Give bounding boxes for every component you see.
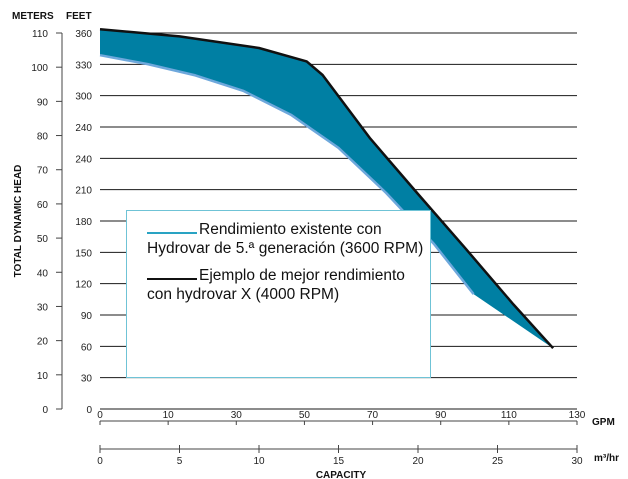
meters-axis-title: METERS bbox=[12, 11, 54, 22]
meters-tick-label: 60 bbox=[37, 200, 49, 211]
meters-tick-label: 40 bbox=[37, 268, 49, 279]
axes: 3603303002402402101801501209060300110100… bbox=[12, 11, 619, 479]
feet-tick-label: 120 bbox=[75, 280, 92, 291]
legend-label-existing: Rendimiento existente con Hydrovar de 5.… bbox=[147, 221, 424, 257]
meters-tick-label: 20 bbox=[37, 337, 49, 348]
feet-tick-label: 330 bbox=[75, 60, 92, 71]
m3hr-axis-unit: m³/hr bbox=[594, 453, 619, 464]
meters-tick-label: 90 bbox=[37, 97, 49, 108]
feet-tick-label: 360 bbox=[75, 29, 92, 40]
feet-axis-title: FEET bbox=[66, 11, 92, 22]
meters-tick-label: 50 bbox=[37, 234, 49, 245]
area-fill-layer bbox=[100, 29, 554, 349]
legend-label-improved: Ejemplo de mejor rendimiento con hydrova… bbox=[147, 267, 405, 303]
feet-tick-label: 30 bbox=[81, 374, 93, 385]
meters-tick-label: 110 bbox=[32, 29, 48, 40]
feet-tick-label: 0 bbox=[86, 405, 92, 416]
legend-item-existing: Rendimiento existente con Hydrovar de 5.… bbox=[147, 221, 430, 258]
m3hr-tick-label: 0 bbox=[97, 456, 103, 467]
legend-swatch-improved bbox=[147, 278, 197, 280]
legend-item-improved: Ejemplo de mejor rendimiento con hydrova… bbox=[147, 267, 430, 304]
feet-tick-label: 240 bbox=[75, 154, 92, 165]
gpm-tick-label: 0 bbox=[97, 410, 103, 421]
meters-tick-label: 30 bbox=[37, 302, 49, 313]
gpm-tick-label: 110 bbox=[501, 410, 517, 421]
feet-tick-label: 240 bbox=[75, 123, 92, 134]
legend-swatch-existing bbox=[147, 232, 197, 234]
gpm-axis-unit: GPM bbox=[592, 417, 615, 428]
meters-tick-label: 70 bbox=[37, 166, 49, 177]
feet-tick-label: 300 bbox=[75, 92, 92, 103]
meters-tick-label: 0 bbox=[42, 405, 48, 416]
legend: Rendimiento existente con Hydrovar de 5.… bbox=[126, 210, 431, 378]
y-axis-title: TOTAL DYNAMIC HEAD bbox=[13, 165, 24, 278]
meters-tick-label: 80 bbox=[37, 132, 49, 143]
series-line-improved bbox=[99, 27, 555, 350]
x-axis-title: CAPACITY bbox=[316, 470, 367, 479]
gpm-tick-label: 70 bbox=[367, 410, 379, 421]
gpm-tick-label: 130 bbox=[569, 410, 586, 421]
gpm-tick-label: 30 bbox=[231, 410, 243, 421]
feet-tick-label: 210 bbox=[75, 186, 92, 197]
m3hr-tick-label: 20 bbox=[412, 456, 424, 467]
m3hr-tick-label: 10 bbox=[253, 456, 265, 467]
performance-gain-area bbox=[100, 29, 554, 349]
gpm-tick-label: 10 bbox=[163, 410, 175, 421]
m3hr-tick-label: 15 bbox=[333, 456, 345, 467]
meters-tick-label: 100 bbox=[31, 63, 48, 74]
m3hr-tick-label: 30 bbox=[571, 456, 583, 467]
m3hr-tick-label: 5 bbox=[177, 456, 183, 467]
feet-tick-label: 150 bbox=[75, 248, 92, 259]
gpm-tick-label: 50 bbox=[299, 410, 311, 421]
feet-tick-label: 180 bbox=[75, 217, 92, 228]
feet-tick-label: 90 bbox=[81, 311, 93, 322]
gpm-tick-label: 90 bbox=[435, 410, 447, 421]
feet-tick-label: 60 bbox=[81, 342, 93, 353]
m3hr-tick-label: 25 bbox=[492, 456, 504, 467]
meters-tick-label: 10 bbox=[37, 371, 49, 382]
